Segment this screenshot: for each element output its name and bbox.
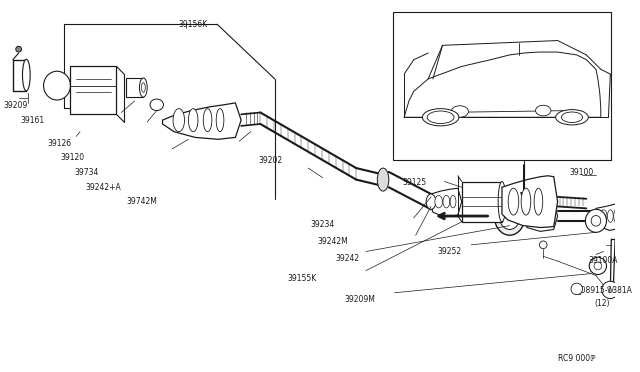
Ellipse shape	[426, 194, 436, 209]
Ellipse shape	[451, 106, 468, 117]
Ellipse shape	[534, 188, 543, 215]
Polygon shape	[502, 176, 557, 228]
Ellipse shape	[498, 182, 506, 222]
Text: W: W	[607, 287, 614, 293]
Ellipse shape	[536, 105, 551, 116]
Text: 39209M: 39209M	[345, 295, 376, 304]
Text: む08915-1381A: む08915-1381A	[577, 285, 633, 294]
Ellipse shape	[586, 209, 607, 232]
Text: 39252: 39252	[438, 247, 462, 256]
Ellipse shape	[378, 168, 389, 191]
Ellipse shape	[427, 111, 454, 124]
Text: 39125: 39125	[403, 178, 426, 187]
Ellipse shape	[499, 203, 520, 230]
Ellipse shape	[141, 83, 145, 92]
Text: 39742M: 39742M	[126, 197, 157, 206]
Polygon shape	[163, 103, 241, 140]
Ellipse shape	[494, 197, 525, 235]
Bar	[70, 67, 116, 114]
Text: 39234: 39234	[310, 220, 335, 229]
Text: 39161: 39161	[20, 116, 45, 125]
Ellipse shape	[538, 209, 545, 223]
Text: 39156K: 39156K	[179, 20, 208, 29]
Ellipse shape	[188, 109, 198, 132]
Text: 39242+A: 39242+A	[86, 183, 122, 192]
Ellipse shape	[443, 195, 450, 208]
Ellipse shape	[422, 109, 459, 126]
Text: 39126: 39126	[47, 140, 72, 148]
Polygon shape	[525, 203, 557, 231]
Text: RC9 000ℙ: RC9 000ℙ	[557, 354, 595, 363]
Bar	[126, 78, 143, 97]
Ellipse shape	[589, 257, 607, 275]
Ellipse shape	[561, 112, 582, 122]
Circle shape	[571, 283, 582, 295]
Ellipse shape	[22, 59, 30, 91]
Ellipse shape	[626, 203, 640, 228]
Text: 39155K: 39155K	[287, 273, 316, 283]
Text: 39242M: 39242M	[318, 237, 349, 246]
Text: 39100A: 39100A	[588, 256, 618, 265]
Circle shape	[602, 281, 619, 298]
Ellipse shape	[508, 188, 519, 215]
Ellipse shape	[531, 209, 538, 223]
Ellipse shape	[607, 210, 613, 222]
Polygon shape	[431, 188, 461, 217]
Ellipse shape	[150, 99, 163, 110]
Ellipse shape	[556, 110, 588, 125]
Ellipse shape	[140, 78, 147, 97]
Text: 39100: 39100	[569, 168, 593, 177]
Bar	[393, 12, 611, 160]
Bar	[461, 182, 502, 222]
Text: (12): (12)	[594, 299, 609, 308]
Ellipse shape	[450, 195, 456, 208]
Text: 39242: 39242	[335, 254, 359, 263]
Ellipse shape	[173, 109, 184, 132]
Ellipse shape	[521, 188, 531, 215]
Polygon shape	[596, 203, 623, 230]
Ellipse shape	[591, 215, 601, 226]
Circle shape	[540, 241, 547, 248]
Text: 39734: 39734	[74, 168, 99, 177]
Text: 39209: 39209	[3, 101, 28, 110]
Ellipse shape	[545, 209, 551, 223]
Ellipse shape	[600, 210, 607, 222]
Text: 39120: 39120	[61, 153, 85, 162]
Text: 39202: 39202	[259, 155, 282, 165]
Ellipse shape	[204, 109, 212, 132]
Ellipse shape	[614, 210, 618, 222]
Ellipse shape	[594, 262, 602, 270]
Ellipse shape	[435, 195, 442, 208]
Ellipse shape	[44, 71, 70, 100]
Circle shape	[16, 46, 22, 52]
Ellipse shape	[621, 198, 640, 234]
Ellipse shape	[216, 109, 224, 132]
